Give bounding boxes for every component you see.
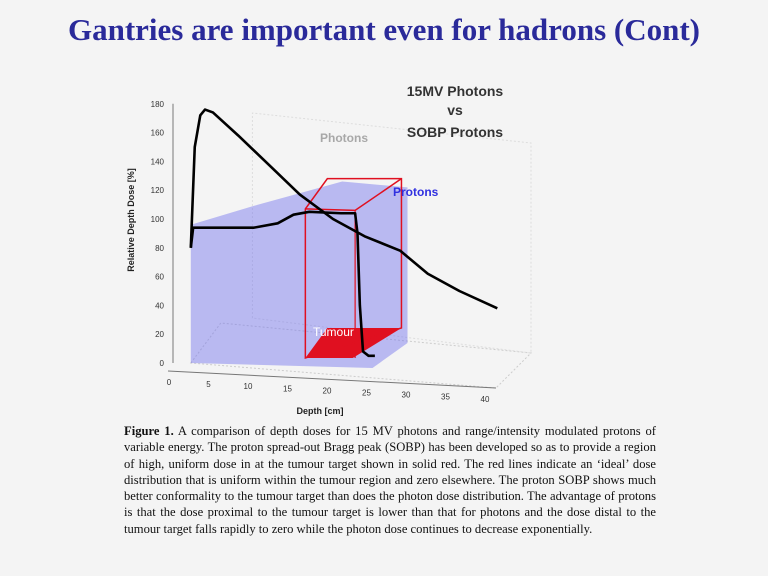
- y-tick-label: 20: [155, 330, 164, 339]
- x-tick-label: 15: [283, 384, 292, 393]
- chart-3d-decoration: [189, 112, 533, 389]
- x-tick-label: 10: [244, 382, 253, 391]
- y-tick-label: 0: [160, 359, 165, 368]
- tumour-label: Tumour: [313, 325, 354, 339]
- chart-labels: 15MV Photons vs SOBP Protons Photons Pro…: [126, 83, 503, 416]
- y-tick-label: 40: [155, 301, 164, 310]
- chart-axes: 0 20 40 60 80 100 120 140 160 180 0 5 10 15 20 25 30 35 40: [151, 100, 497, 404]
- photons-label: Photons: [320, 131, 368, 145]
- y-tick-label: 180: [151, 100, 165, 109]
- caption-text: A comparison of depth doses for 15 MV ph…: [124, 424, 656, 536]
- slide-title: Gantries are important even for hadrons …: [67, 12, 701, 47]
- series-line-photons: [189, 108, 498, 310]
- figure-caption: Figure 1. A comparison of depth doses fo…: [124, 423, 656, 537]
- chart-curves: [189, 108, 498, 358]
- y-tick-label: 120: [151, 186, 165, 195]
- y-tick-label: 60: [155, 273, 164, 282]
- x-tick-label: 35: [441, 393, 450, 402]
- y-tick-label: 140: [151, 157, 165, 166]
- x-tick-label: 30: [402, 391, 411, 400]
- floor-grid: [189, 322, 533, 389]
- protons-label: Protons: [393, 185, 439, 199]
- series-line-protons: [189, 210, 375, 358]
- chart-title-line-2: vs: [447, 102, 463, 118]
- depth-dose-chart: 0 20 40 60 80 100 120 140 160 180 0 5 10 15 20 25 30 35 40…: [126, 83, 533, 416]
- x-tick-label: 0: [167, 378, 172, 387]
- x-tick-label: 25: [362, 389, 371, 398]
- x-tick-label: 20: [323, 386, 332, 395]
- x-axis-line: [167, 370, 497, 389]
- x-tick-label: 5: [206, 380, 211, 389]
- chart-title-line-1: 15MV Photons: [407, 83, 504, 99]
- back-wall-grid: [251, 112, 532, 354]
- y-tick-label: 100: [151, 215, 165, 224]
- x-axis-label: Depth [cm]: [297, 406, 344, 416]
- x-tick-label: 40: [481, 395, 490, 404]
- y-tick-label: 160: [151, 129, 165, 138]
- ideal-dose-box: [304, 177, 403, 360]
- chart-title-line-3: SOBP Protons: [407, 124, 503, 140]
- caption-label: Figure 1.: [124, 424, 174, 438]
- y-tick-label: 80: [155, 244, 164, 253]
- y-axis-label: Relative Depth Dose [%]: [126, 168, 136, 272]
